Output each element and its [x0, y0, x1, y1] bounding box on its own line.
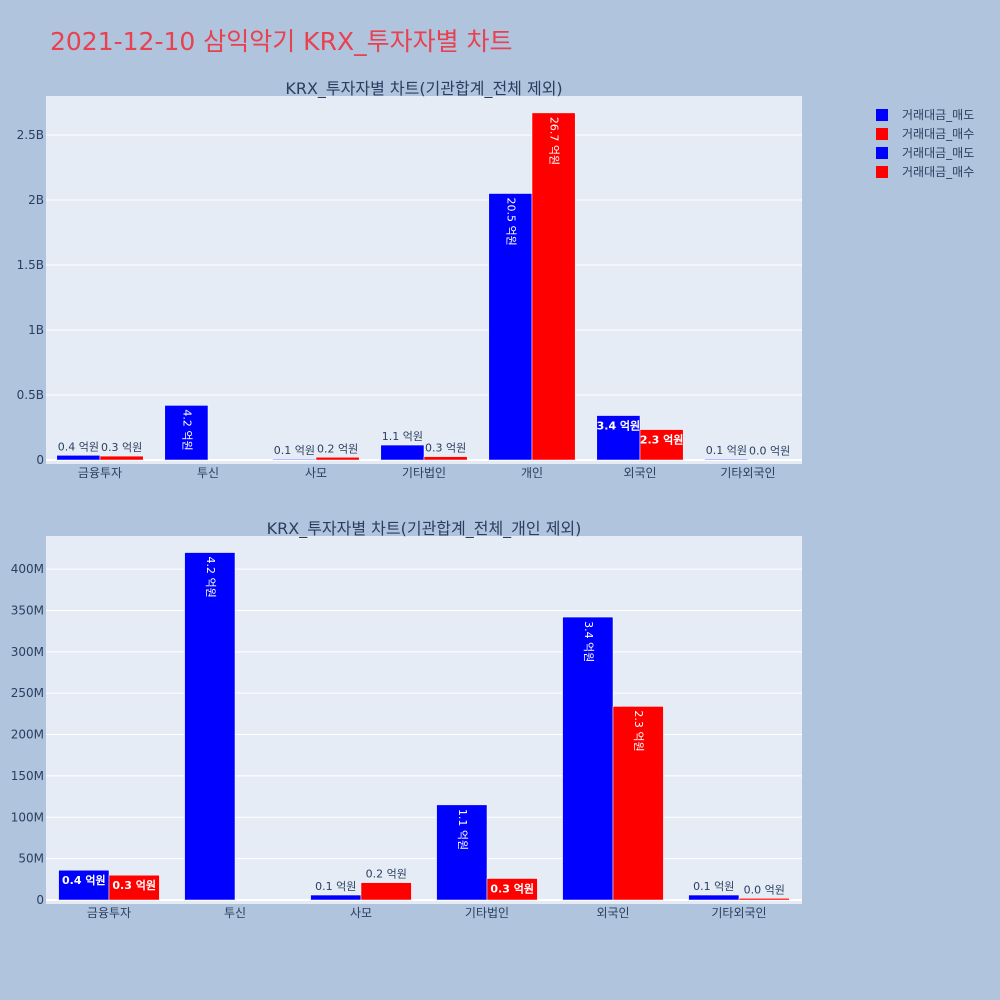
plot-area: [46, 96, 802, 464]
bar-sell: [164, 405, 209, 461]
bar-sell: [310, 894, 362, 901]
data-label: 2.3 억원: [632, 710, 645, 751]
x-tick-label: 기타외국인: [720, 466, 775, 480]
legend-swatch: [876, 166, 888, 178]
bar-buy: [315, 457, 360, 461]
y-tick-label: 0: [36, 893, 44, 907]
data-label: 0.3 억원: [425, 442, 466, 455]
data-label: 0.1 억원: [274, 444, 315, 457]
data-label: 4.2 억원: [180, 409, 193, 450]
bar-sell: [272, 458, 317, 461]
x-tick-label: 기타법인: [402, 466, 446, 480]
y-tick-label: 1B: [28, 323, 44, 337]
y-tick-label: 350M: [11, 603, 44, 617]
x-tick-label: 금융투자: [87, 906, 131, 920]
y-tick-label: 300M: [11, 645, 44, 659]
bar-sell: [704, 458, 749, 461]
data-label: 3.4 억원: [582, 621, 595, 662]
y-tick-label: 0: [36, 453, 44, 467]
y-tick-label: 2B: [28, 193, 44, 207]
chart-title: KRX_투자자별 차트(기관합계_전체_개인 제외): [267, 519, 582, 539]
y-tick-label: 2.5B: [17, 128, 44, 142]
legend-label: 거래대금_매도: [902, 146, 975, 160]
data-label: 4.2 억원: [204, 557, 217, 598]
chart-title: KRX_투자자별 차트(기관합계_전체 제외): [285, 79, 562, 99]
data-label: 1.1 억원: [456, 809, 469, 850]
data-label: 0.1 억원: [315, 880, 356, 893]
bar-buy: [612, 706, 664, 901]
data-label: 0.4 억원: [62, 873, 106, 887]
bar-sell: [596, 415, 641, 461]
chart-1: 0 0.5B 1B 1.5B 2B 2.5B KRX_투자자별 차트(기관합계_전체 제외)…: [17, 79, 802, 480]
data-label: 26.7 억원: [548, 117, 561, 165]
bar-sell: [184, 552, 236, 901]
data-label: 1.1 억원: [382, 430, 423, 443]
bar-buy: [738, 898, 790, 901]
y-tick-label: 400M: [11, 562, 44, 576]
y-tick-label: 250M: [11, 686, 44, 700]
bar-sell: [380, 444, 425, 461]
data-label: 0.2 억원: [317, 442, 358, 455]
x-tick-label: 사모: [305, 466, 327, 480]
x-tick-label: 외국인: [623, 466, 656, 480]
x-tick-label: 기타법인: [465, 906, 509, 920]
bar-sell: [56, 455, 101, 461]
bar-buy: [99, 455, 144, 461]
bar-buy: [423, 456, 468, 461]
bar-sell: [58, 869, 110, 901]
page-title: 2021-12-10 삼익악기 KRX_투자자별 차트: [50, 27, 513, 56]
data-label: 0.2 억원: [366, 868, 407, 881]
x-tick-label: 투신: [224, 906, 246, 920]
y-tick-label: 1.5B: [17, 258, 44, 272]
y-tick-label: 0.5B: [17, 388, 44, 402]
bar-buy: [639, 429, 684, 461]
data-label: 0.3 억원: [112, 878, 156, 892]
data-label: 20.5 억원: [504, 198, 517, 246]
legend-label: 거래대금_매수: [902, 165, 975, 179]
data-label: 0.1 억원: [706, 444, 747, 457]
y-tick-label: 200M: [11, 728, 44, 742]
x-tick-label: 외국인: [596, 906, 629, 920]
data-label: 0.3 억원: [490, 881, 534, 895]
y-tick-label: 150M: [11, 769, 44, 783]
bar-sell: [688, 894, 740, 901]
bar-sell: [562, 616, 614, 901]
bar-sell: [488, 193, 533, 461]
x-tick-label: 사모: [350, 906, 372, 920]
chart-2: 0 50M 100M 150M 200M 250M 300M 350M 400M KRX_투자자별…: [11, 519, 802, 920]
bar-buy: [486, 878, 538, 901]
x-tick-label: 금융투자: [78, 466, 122, 480]
data-label: 0.0 억원: [749, 445, 790, 458]
legend-label: 거래대금_매수: [902, 127, 975, 141]
data-label: 0.0 억원: [744, 883, 785, 896]
bar-buy: [531, 112, 576, 461]
bar-buy: [108, 874, 160, 901]
x-tick-label: 투신: [197, 466, 219, 480]
x-tick-label: 개인: [521, 466, 543, 480]
x-tick-label: 기타외국인: [711, 906, 766, 920]
bar-buy: [360, 882, 412, 901]
bar-sell: [436, 804, 488, 901]
legend-label: 거래대금_매도: [902, 108, 975, 122]
y-tick-label: 100M: [11, 810, 44, 824]
legend-swatch: [876, 147, 888, 159]
legend-swatch: [876, 109, 888, 121]
data-label: 2.3 억원: [640, 433, 684, 447]
data-label: 0.3 억원: [101, 441, 142, 454]
y-tick-label: 50M: [18, 852, 44, 866]
data-label: 0.4 억원: [58, 440, 99, 453]
plot-area: [46, 536, 802, 904]
data-label: 0.1 억원: [693, 880, 734, 893]
legend-swatch: [876, 128, 888, 140]
data-label: 3.4 억원: [597, 419, 641, 433]
